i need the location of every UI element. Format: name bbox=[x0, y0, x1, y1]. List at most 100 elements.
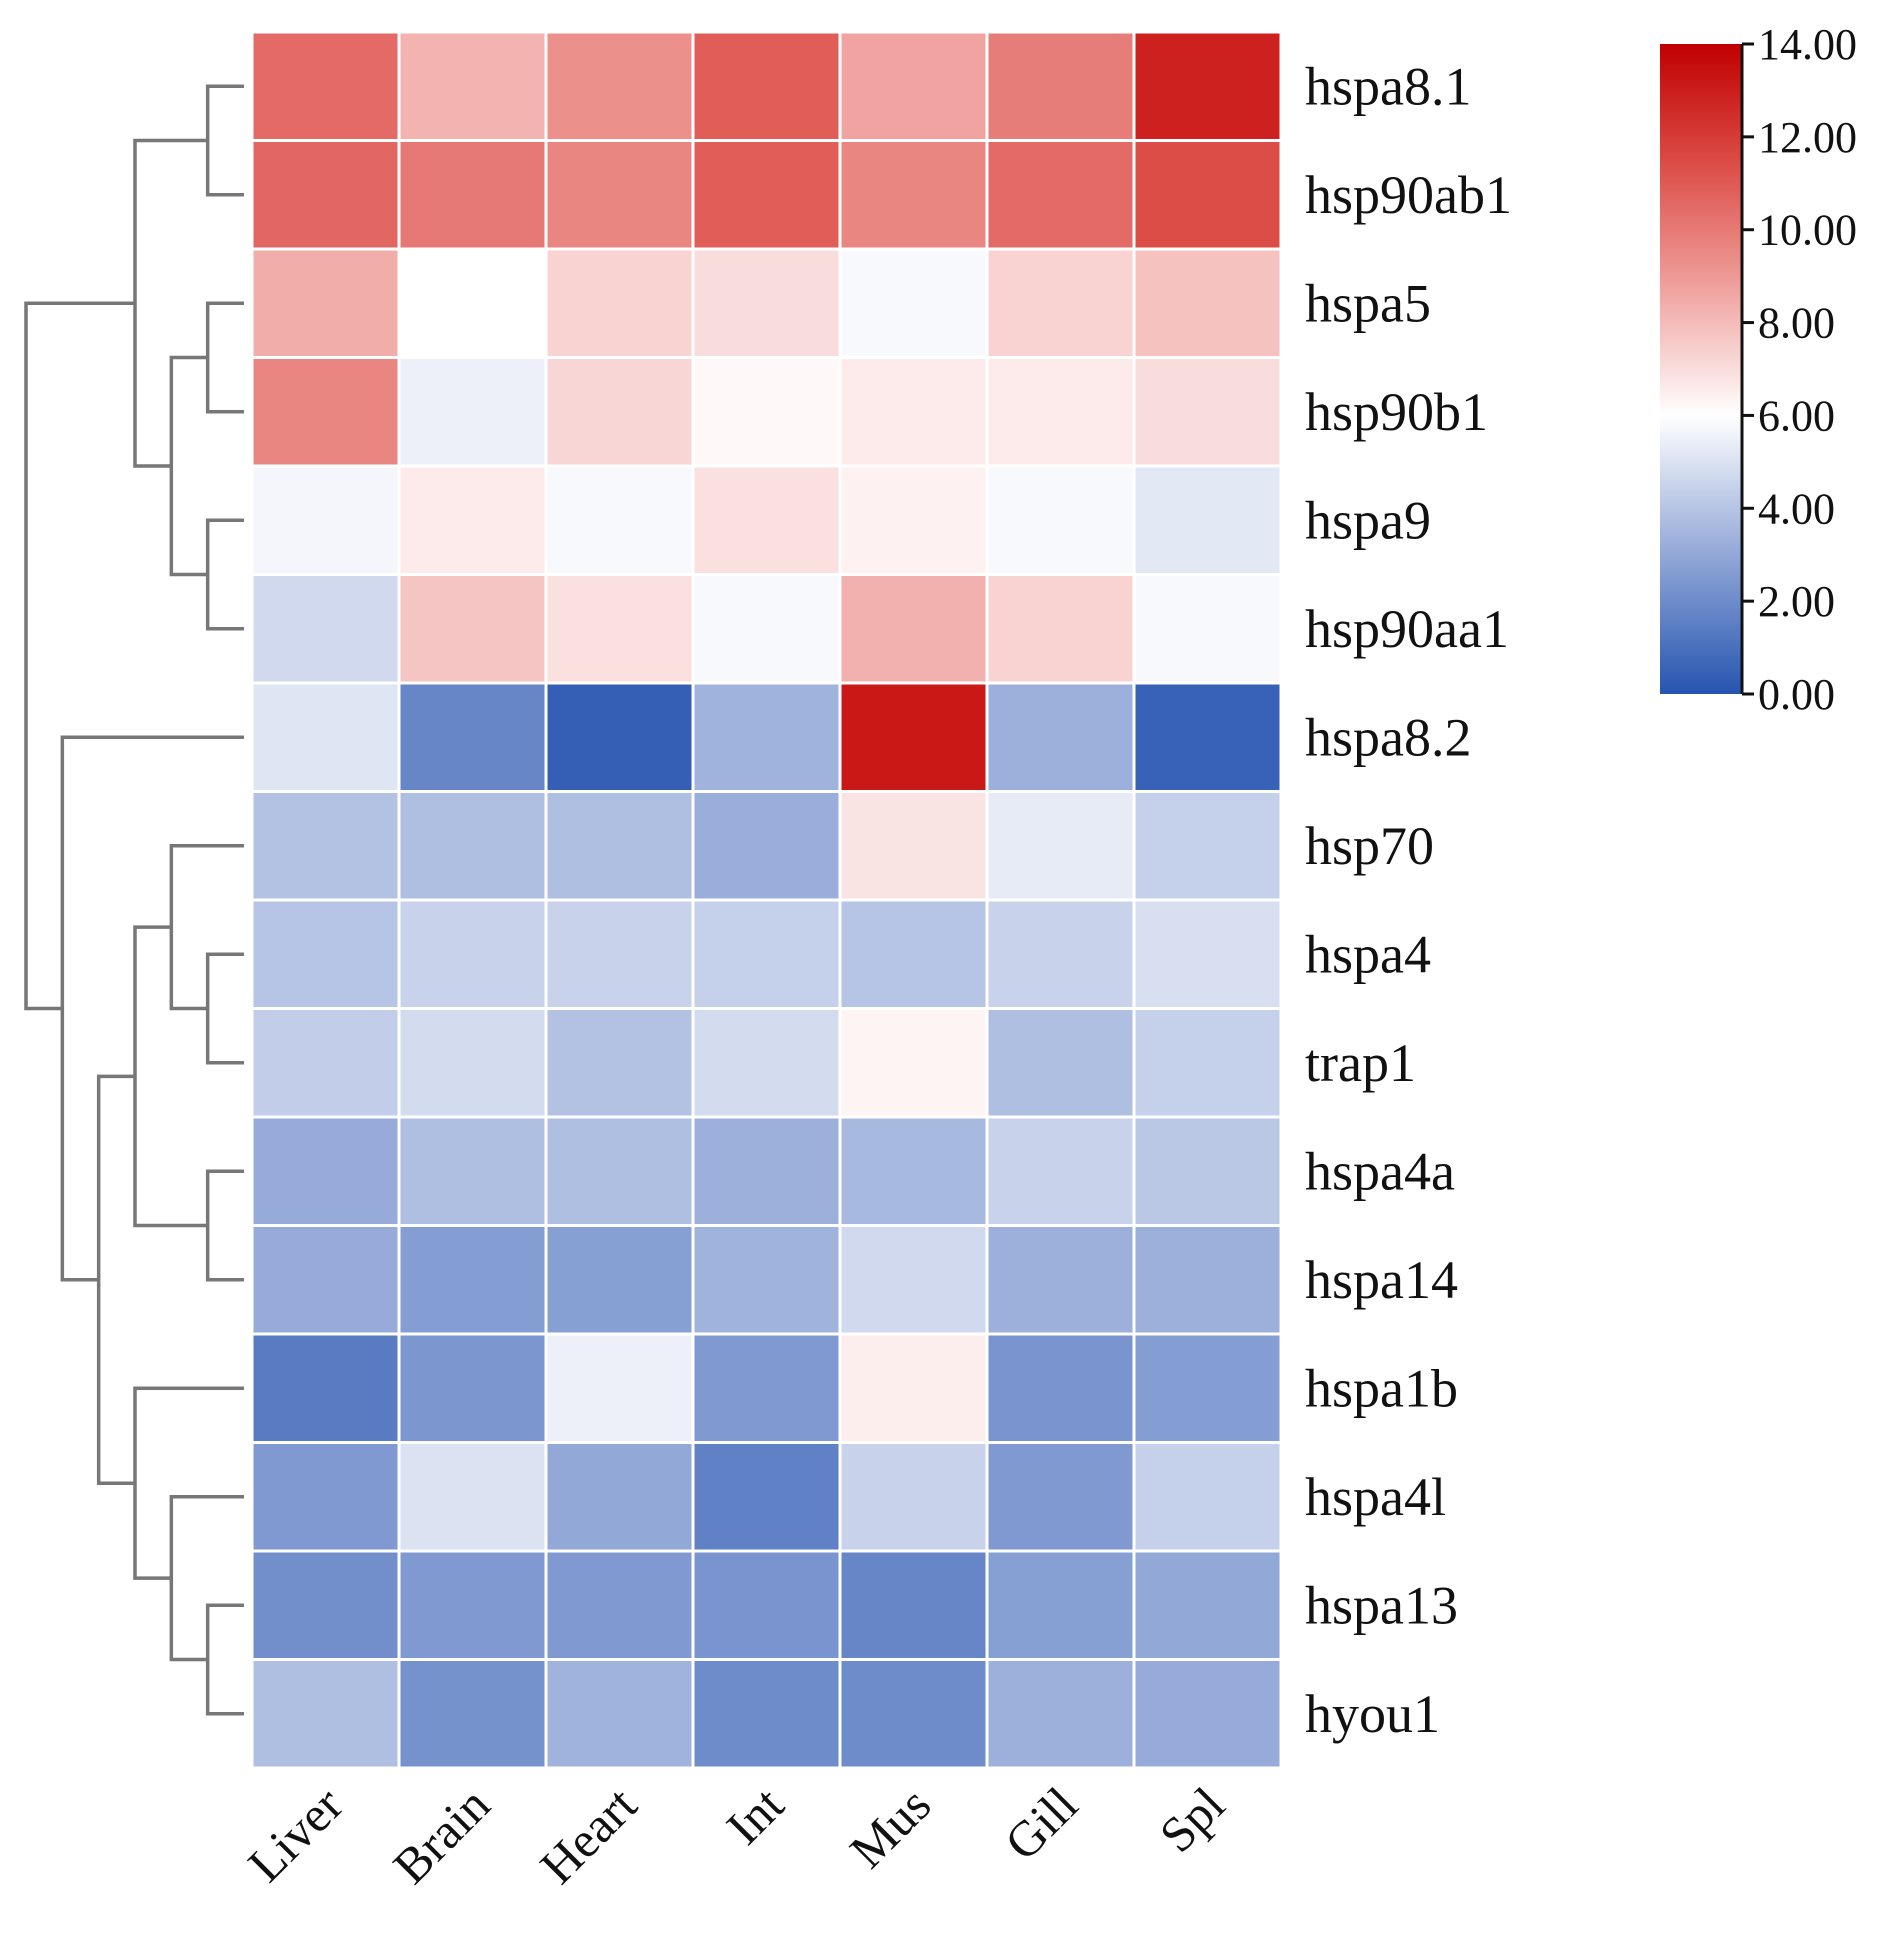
heatmap-cell bbox=[250, 790, 401, 902]
color-legend-tick-label: 4.00 bbox=[1758, 484, 1835, 533]
column-label: Mus bbox=[839, 1776, 941, 1878]
heatmap-cell bbox=[838, 139, 989, 251]
heatmap-cell bbox=[985, 1224, 1136, 1336]
heatmap-cell bbox=[397, 1115, 548, 1227]
color-legend-tick-label: 14.00 bbox=[1758, 20, 1857, 69]
heatmap-cell bbox=[691, 681, 842, 793]
heatmap-cell bbox=[544, 30, 695, 142]
heatmap-cell bbox=[691, 898, 842, 1010]
heatmap-cell bbox=[985, 1115, 1136, 1227]
heatmap-cell bbox=[838, 898, 989, 1010]
heatmap-cell bbox=[250, 139, 401, 251]
heatmap-cell bbox=[985, 790, 1136, 902]
heatmap-cell bbox=[1132, 1224, 1283, 1336]
row-label: hspa8.1 bbox=[1305, 56, 1471, 116]
row-label: hsp90b1 bbox=[1305, 382, 1488, 442]
heatmap-cell bbox=[838, 1658, 989, 1770]
heatmap-cell bbox=[544, 356, 695, 468]
heatmap-cell bbox=[1132, 681, 1283, 793]
color-legend-tick-label: 10.00 bbox=[1758, 206, 1857, 255]
heatmap-cell bbox=[691, 139, 842, 251]
heatmap-cell bbox=[691, 30, 842, 142]
heatmap-cell bbox=[544, 681, 695, 793]
heatmap-cell bbox=[250, 1115, 401, 1227]
heatmap-cell bbox=[250, 1224, 401, 1336]
heatmap-cell bbox=[250, 681, 401, 793]
heatmap-cell bbox=[250, 247, 401, 359]
dendrogram-branch bbox=[205, 518, 244, 631]
heatmap-cell bbox=[397, 356, 548, 468]
heatmap-cell bbox=[838, 30, 989, 142]
heatmap-cell bbox=[985, 898, 1136, 1010]
dendrogram-branch bbox=[96, 1074, 135, 1485]
column-label: Heart bbox=[529, 1776, 647, 1894]
heatmap-cell bbox=[1132, 898, 1283, 1010]
heatmap-cell bbox=[838, 1332, 989, 1444]
row-label: hsp70 bbox=[1305, 816, 1434, 876]
heatmap-cell bbox=[397, 1007, 548, 1119]
heatmap-cell bbox=[250, 356, 401, 468]
row-label: hyou1 bbox=[1305, 1684, 1440, 1744]
heatmap-cell bbox=[397, 681, 548, 793]
column-label: Int bbox=[715, 1776, 794, 1855]
dendrogram-branch bbox=[205, 84, 244, 197]
heatmap-cell bbox=[691, 247, 842, 359]
heatmap-cell bbox=[1132, 139, 1283, 251]
heatmap-cell bbox=[397, 247, 548, 359]
heatmap-cell bbox=[1132, 356, 1283, 468]
heatmap-cell bbox=[250, 464, 401, 576]
color-legend-tick-label: 12.00 bbox=[1758, 113, 1857, 162]
color-legend-tick-label: 8.00 bbox=[1758, 299, 1835, 348]
heatmap-cell bbox=[691, 1332, 842, 1444]
heatmap-cell bbox=[397, 1658, 548, 1770]
heatmap-cell bbox=[250, 1658, 401, 1770]
heatmap-cell bbox=[250, 898, 401, 1010]
row-label: hspa8.2 bbox=[1305, 707, 1471, 767]
heatmap-cell bbox=[250, 573, 401, 685]
heatmap-cell bbox=[1132, 1007, 1283, 1119]
column-label: Gill bbox=[994, 1776, 1089, 1871]
heatmap-cell bbox=[838, 247, 989, 359]
color-legend-tick-label: 0.00 bbox=[1758, 670, 1835, 719]
heatmap-cell bbox=[691, 356, 842, 468]
heatmap-cell bbox=[838, 790, 989, 902]
heatmap-cell bbox=[544, 1441, 695, 1553]
heatmap-cell bbox=[397, 139, 548, 251]
heatmap-cell bbox=[544, 1224, 695, 1336]
heatmap-cell bbox=[691, 573, 842, 685]
heatmap-cell bbox=[544, 247, 695, 359]
heatmap-cell bbox=[1132, 30, 1283, 142]
heatmap-cell bbox=[397, 573, 548, 685]
column-label: Liver bbox=[237, 1776, 353, 1892]
dendrogram-branch bbox=[205, 301, 244, 414]
row-label: hspa14 bbox=[1305, 1250, 1458, 1310]
heatmap-cell bbox=[1132, 790, 1283, 902]
heatmap-cell bbox=[1132, 1332, 1283, 1444]
heatmap-cell bbox=[250, 1441, 401, 1553]
heatmap-cell bbox=[985, 573, 1136, 685]
row-label: hspa1b bbox=[1305, 1358, 1458, 1418]
heatmap-cell bbox=[397, 898, 548, 1010]
heatmap-cell bbox=[1132, 247, 1283, 359]
heatmap-cell bbox=[985, 1658, 1136, 1770]
heatmap-cell bbox=[838, 1115, 989, 1227]
heatmap-cell bbox=[544, 1658, 695, 1770]
heatmap-cell bbox=[691, 1658, 842, 1770]
heatmap-cell bbox=[397, 464, 548, 576]
heatmap-cell bbox=[397, 1441, 548, 1553]
color-legend-bar bbox=[1660, 44, 1742, 694]
heatmap-cell bbox=[691, 1441, 842, 1553]
row-label: hspa13 bbox=[1305, 1575, 1458, 1635]
heatmap-cell bbox=[985, 247, 1136, 359]
column-labels: Liver Brain Heart Int Mus Gill Spl bbox=[237, 1776, 1235, 1894]
heatmap-cell bbox=[397, 30, 548, 142]
dendrogram-branch bbox=[205, 1169, 244, 1282]
column-label: Spl bbox=[1149, 1776, 1236, 1863]
heatmap-cell bbox=[838, 1549, 989, 1661]
color-legend-tick-label: 6.00 bbox=[1758, 391, 1835, 440]
dendrogram-branch bbox=[24, 301, 135, 1011]
heatmap-cell bbox=[985, 139, 1136, 251]
heatmap-cell bbox=[838, 464, 989, 576]
row-label: hspa9 bbox=[1305, 490, 1431, 550]
heatmap-cell bbox=[544, 573, 695, 685]
